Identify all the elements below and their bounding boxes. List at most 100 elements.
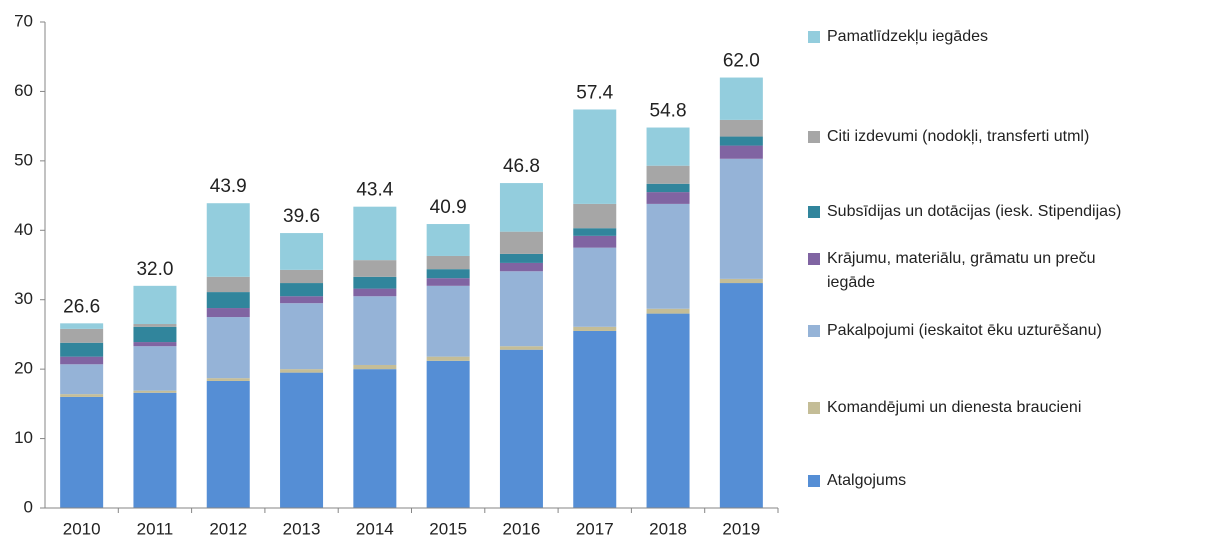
bar-segment [60, 342, 104, 357]
y-tick-label: 20 [14, 359, 33, 378]
bar-segment [426, 269, 470, 279]
bar-segment [573, 326, 617, 331]
bar-segment [133, 390, 177, 393]
bar-segment [280, 296, 324, 304]
total-label: 62.0 [723, 51, 760, 72]
x-tick-label: 2014 [356, 519, 394, 538]
legend-item: Pamatlīdzekļu iegādes [808, 25, 988, 49]
legend-swatch [808, 325, 820, 337]
bar-segment [133, 342, 177, 347]
bar-segment [353, 296, 397, 365]
bar-segment [573, 228, 617, 236]
bar-segment [133, 326, 177, 343]
x-tick-label: 2016 [503, 519, 541, 538]
total-label: 43.4 [356, 180, 393, 201]
total-label: 39.6 [283, 206, 320, 227]
legend-label: Krājumu, materiālu, grāmatu un preču ieg… [827, 250, 1096, 291]
x-tick-label: 2015 [429, 519, 467, 538]
x-tick-label: 2013 [283, 519, 321, 538]
bar-segment [280, 269, 324, 284]
bar-segment [719, 119, 763, 137]
legend-label: Pamatlīdzekļu iegādes [827, 28, 988, 45]
x-tick-label: 2017 [576, 519, 614, 538]
total-label: 43.9 [210, 176, 247, 197]
bar-segment [719, 145, 763, 159]
bar-segment [60, 328, 104, 343]
bar-segment [353, 276, 397, 289]
legend-swatch [808, 131, 820, 143]
y-tick-label: 0 [24, 497, 33, 516]
y-tick-label: 60 [14, 81, 33, 100]
bar-segment [60, 394, 104, 397]
bar-segment [499, 183, 543, 232]
y-tick-label: 70 [14, 11, 33, 30]
bar-segment [719, 136, 763, 146]
bar-segment [206, 203, 250, 277]
total-label: 54.8 [650, 101, 687, 122]
bar-segment [499, 271, 543, 347]
total-label: 40.9 [430, 197, 467, 218]
bar-segment [133, 392, 177, 508]
legend-item: Pakalpojumi (ieskaitot ēku uzturēšanu) [808, 319, 1102, 343]
bar-segment [133, 346, 177, 391]
bar-segment [719, 278, 763, 284]
x-tick-label: 2012 [209, 519, 247, 538]
y-tick-label: 30 [14, 289, 33, 308]
y-tick-label: 50 [14, 150, 33, 169]
bar-segment [206, 317, 250, 379]
x-tick-label: 2019 [722, 519, 760, 538]
legend-swatch [808, 253, 820, 265]
bar-segment [280, 372, 324, 508]
bar-segment [426, 255, 470, 270]
bar-segment [60, 364, 104, 395]
bar-segment [499, 253, 543, 263]
bar-segment [280, 283, 324, 297]
x-tick-label: 2018 [649, 519, 687, 538]
bar-segment [573, 247, 617, 327]
bar-segment [206, 378, 250, 381]
bar-segment [426, 360, 470, 508]
legend-swatch [808, 475, 820, 487]
bar-segment [426, 285, 470, 357]
total-label: 32.0 [136, 259, 173, 280]
bar-segment [646, 183, 690, 193]
bar-segment [646, 165, 690, 184]
x-tick-label: 2011 [137, 519, 174, 538]
bar-segment [353, 364, 397, 370]
y-tick-label: 10 [14, 428, 33, 447]
total-label: 46.8 [503, 156, 540, 177]
bar-segment [646, 192, 690, 204]
bar-segment [499, 262, 543, 272]
total-label: 57.4 [576, 82, 613, 103]
legend-item: Komandējumi un dienesta braucieni [808, 396, 1081, 420]
bar-segment [573, 109, 617, 204]
bar-segment [573, 235, 617, 248]
bar-segment [499, 346, 543, 350]
bar-segment [719, 77, 763, 120]
legend-swatch [808, 206, 820, 218]
bar-segment [719, 158, 763, 279]
bar-segment [60, 323, 104, 329]
y-tick-label: 40 [14, 220, 33, 239]
total-label: 26.6 [63, 296, 100, 317]
bar-segment [573, 330, 617, 508]
bar-segment [206, 380, 250, 508]
bar-segment [133, 285, 177, 325]
legend-item: Krājumu, materiālu, grāmatu un preču ieg… [808, 247, 1117, 295]
legend-item: Subsīdijas un dotācijas (iesk. Stipendij… [808, 200, 1121, 224]
bar-segment [353, 206, 397, 261]
bar-segment [206, 308, 250, 318]
bar-segment [280, 303, 324, 370]
legend-swatch [808, 402, 820, 414]
legend-label: Komandējumi un dienesta braucieni [827, 399, 1082, 416]
bar-segment [60, 396, 104, 508]
bar-segment [646, 313, 690, 508]
legend-label: Citi izdevumi (nodokļi, transferti utml) [827, 128, 1090, 145]
legend-item: Citi izdevumi (nodokļi, transferti utml) [808, 125, 1089, 149]
legend-label: Subsīdijas un dotācijas (iesk. Stipendij… [827, 203, 1122, 220]
bar-segment [499, 349, 543, 508]
bar-segment [646, 308, 690, 314]
bar-segment [353, 260, 397, 277]
